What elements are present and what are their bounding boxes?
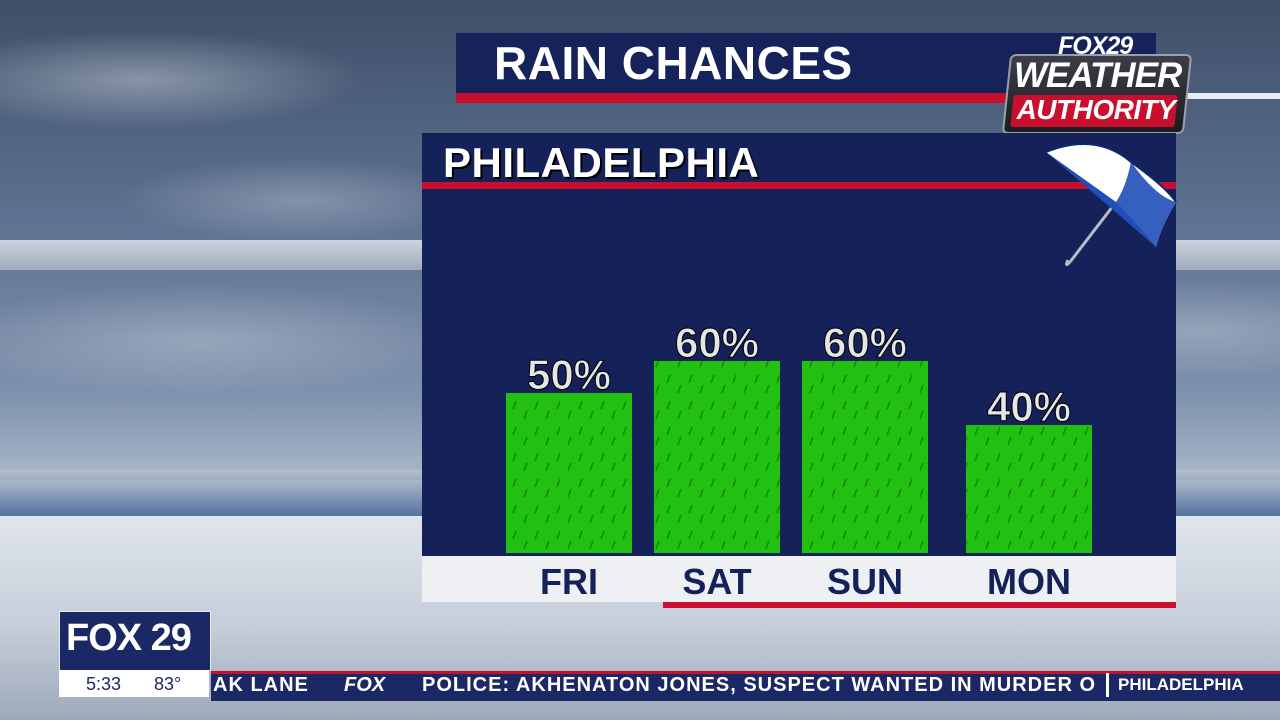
ticker-left-text: AK LANE — [213, 674, 309, 696]
ticker-fox-logo: FOX — [344, 674, 386, 696]
category-label-sat: SAT — [682, 561, 751, 602]
value-label-mon: 40% — [987, 383, 1071, 430]
value-label-sun: 60% — [823, 319, 907, 366]
bar-texture-mon — [966, 425, 1092, 553]
category-label-mon: MON — [987, 561, 1071, 602]
bar-texture-sat — [654, 361, 780, 553]
ticker-separator — [1106, 673, 1109, 697]
temperature: 83° — [154, 674, 182, 694]
logo-station: FOX29 — [1058, 32, 1133, 60]
ticker-location: PHILADELPHIA — [1118, 675, 1244, 694]
city-title: PHILADELPHIA — [443, 139, 760, 186]
page-title: RAIN CHANCES — [494, 37, 853, 89]
ticker-clip: AK LANE FOX POLICE: AKHENATON JONES, SUS… — [211, 671, 1104, 698]
category-label-sun: SUN — [827, 561, 903, 602]
time-temp-bar — [59, 670, 209, 697]
news-ticker — [211, 671, 1280, 701]
city-red-stripe — [422, 182, 1176, 189]
logo-line2: AUTHORITY — [1016, 94, 1176, 125]
ticker-headline: POLICE: AKHENATON JONES, SUSPECT WANTED … — [422, 674, 1097, 696]
rain-chance-chart: 50% FRI 60% SAT 60% SUN 40% MON — [506, 319, 1092, 602]
value-label-fri: 50% — [527, 351, 611, 398]
logo-line1: WEATHER — [1014, 56, 1182, 95]
title-red-stripe — [456, 93, 1076, 103]
bar-texture-sun — [802, 361, 928, 553]
umbrella-icon — [1045, 143, 1177, 267]
fox29-logo: FOX 29 — [66, 617, 192, 659]
value-label-sat: 60% — [675, 319, 759, 366]
category-label-fri: FRI — [540, 561, 598, 602]
day-label-band — [422, 556, 1176, 602]
clock: 5:33 — [86, 674, 122, 694]
bar-texture-fri — [506, 393, 632, 553]
bottom-red-stripe — [663, 602, 1176, 608]
